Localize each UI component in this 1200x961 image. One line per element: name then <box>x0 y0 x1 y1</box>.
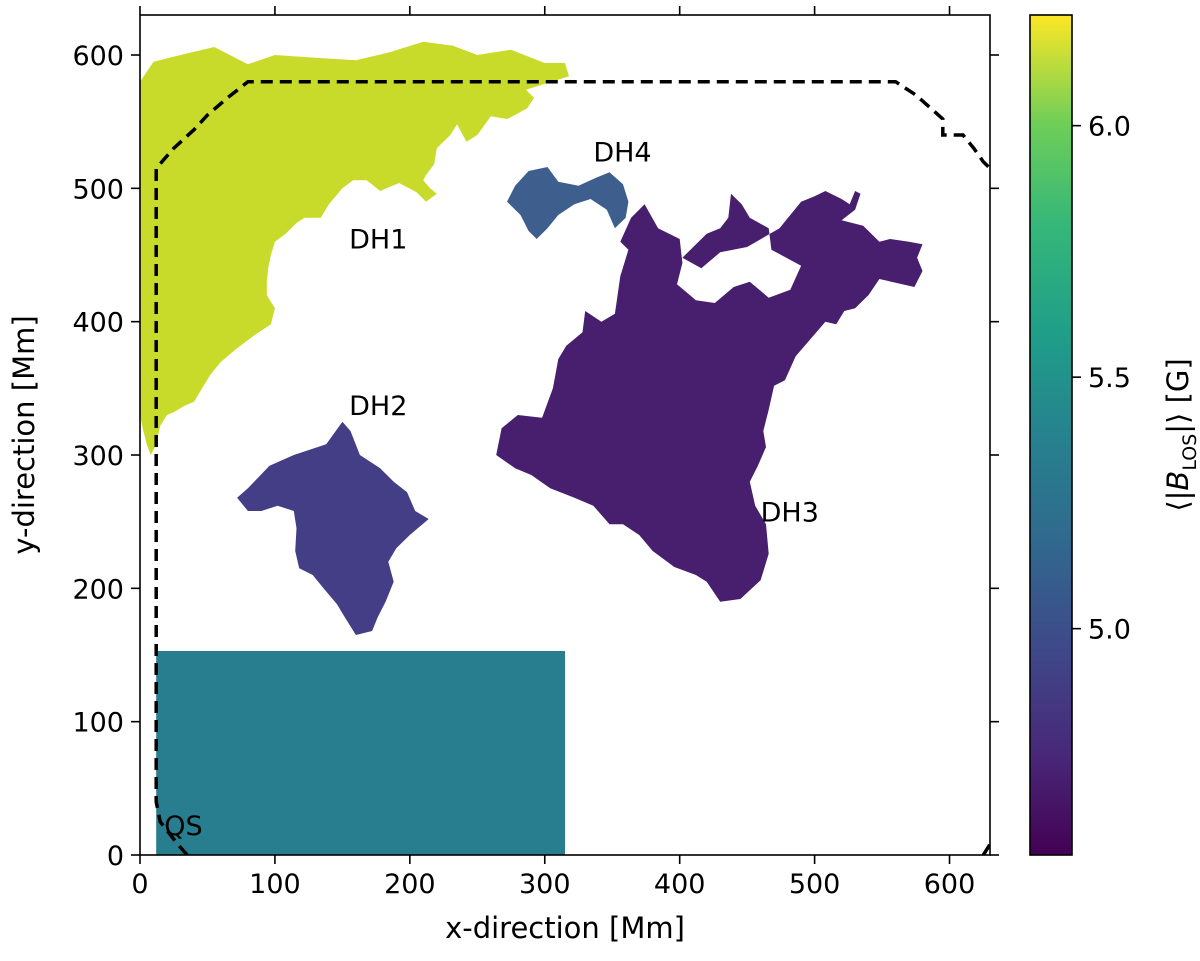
x-tick-label: 200 <box>384 869 436 900</box>
y-tick-label: 100 <box>72 708 124 739</box>
colorbar-tick-label: 5.5 <box>1088 363 1131 394</box>
region-label-dh4: DH4 <box>593 138 651 169</box>
colorbar-label-suffix: |⟩ [G] <box>1161 358 1195 433</box>
x-tick-label: 300 <box>519 869 571 900</box>
y-axis-label: y-direction [Mm] <box>7 315 41 554</box>
region-label-dh3: DH3 <box>761 498 819 529</box>
colorbar-label: ⟨|BLOS|⟩ [G] <box>1161 358 1200 511</box>
y-axis: 0 100 200 300 400 500 600 <box>72 41 999 872</box>
dashed-boundary <box>154 79 990 855</box>
colorbar-label-prefix: ⟨| <box>1161 491 1195 512</box>
x-axis: 0 100 200 300 400 500 600 <box>131 6 975 900</box>
colorbar-ticks: 5.0 5.5 6.0 <box>1072 112 1131 646</box>
y-tick-label: 400 <box>72 308 124 339</box>
y-tick-label: 200 <box>72 574 124 605</box>
x-tick-label: 100 <box>249 869 301 900</box>
x-tick-label: 0 <box>131 869 148 900</box>
colorbar-tick-label: 5.0 <box>1088 615 1131 646</box>
x-tick-label: 500 <box>789 869 841 900</box>
region-label-qs: QS <box>164 811 202 842</box>
colorbar-label-sub: LOS <box>1179 434 1200 471</box>
region-dh4 <box>507 167 629 239</box>
colorbar <box>1029 14 1073 856</box>
region-label-dh2: DH2 <box>349 391 407 422</box>
boundary-layer <box>154 79 990 855</box>
x-tick-label: 400 <box>654 869 706 900</box>
x-axis-label: x-direction [Mm] <box>445 911 685 945</box>
plot-frame <box>139 14 991 856</box>
y-tick-label: 300 <box>72 441 124 472</box>
dashed-boundary-corner <box>981 843 990 855</box>
y-tick-label: 600 <box>72 41 124 72</box>
region-dh1 <box>140 41 569 455</box>
region-dh3 <box>496 191 923 602</box>
region-dh2 <box>237 421 429 635</box>
y-tick-label: 0 <box>107 841 124 872</box>
y-tick-label: 500 <box>72 174 124 205</box>
colorbar-tick-label: 6.0 <box>1088 112 1131 143</box>
region-label-dh1: DH1 <box>349 224 407 255</box>
x-tick-label: 600 <box>924 869 976 900</box>
colorbar-label-var: B <box>1161 471 1195 491</box>
regions-layer <box>140 41 923 855</box>
region-qs <box>156 651 565 855</box>
